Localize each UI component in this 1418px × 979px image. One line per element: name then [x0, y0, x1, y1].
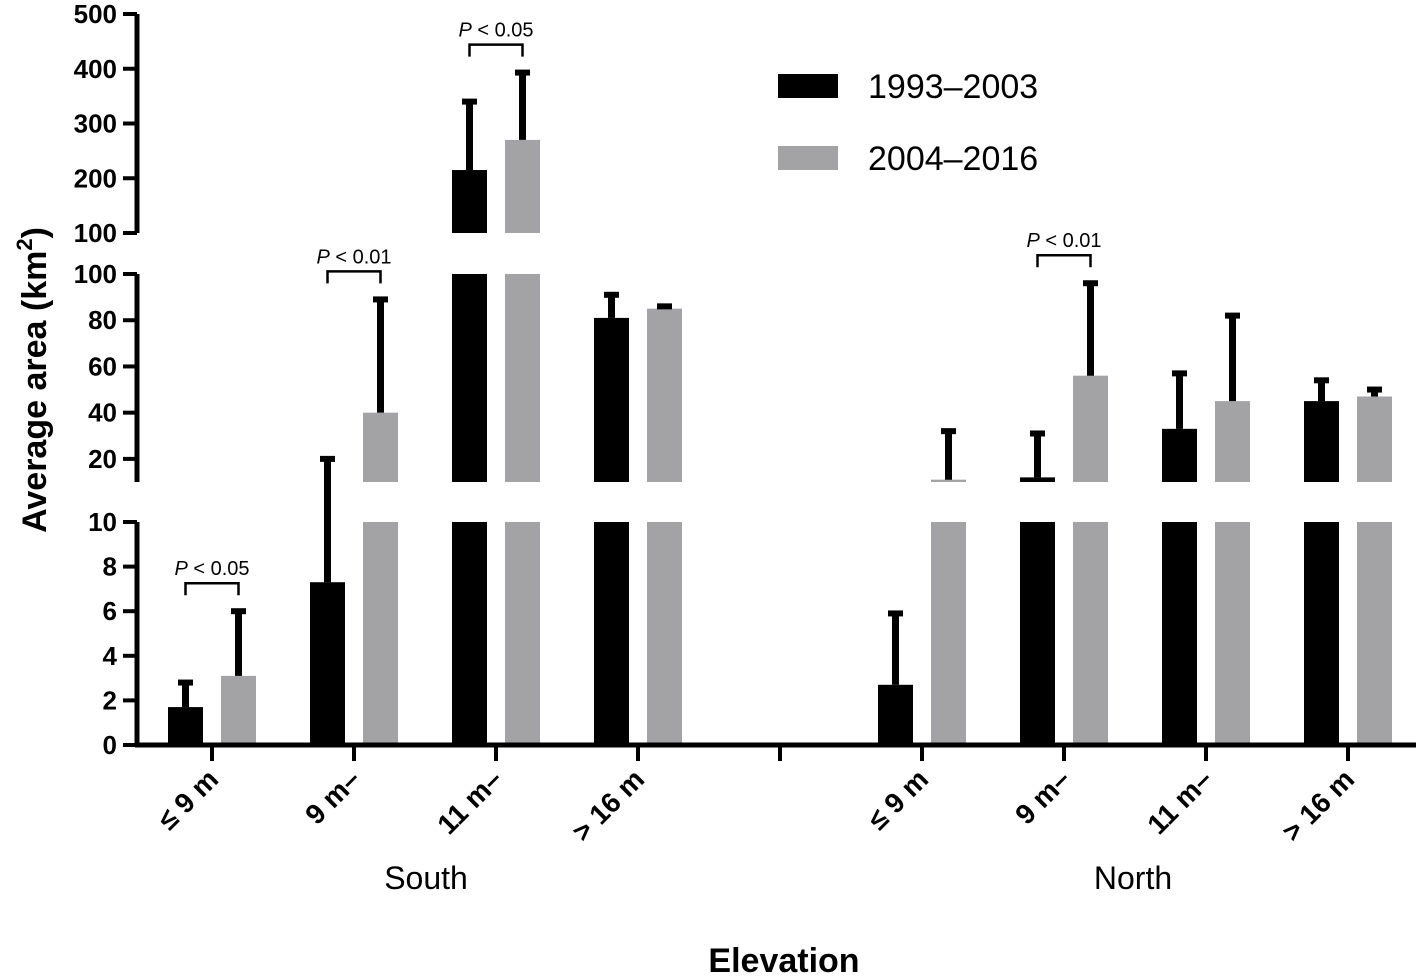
bar-series-2-cat-8-seg-1	[1357, 522, 1392, 745]
bar-series-1-cat-8-seg-2	[1304, 401, 1339, 482]
bar-series-1-cat-6-seg-2	[1020, 477, 1055, 482]
group-label-south: South	[384, 860, 468, 896]
significance-bracket-1	[184, 581, 240, 596]
y-tick-label: 20	[88, 444, 117, 474]
bars-layer	[168, 69, 1392, 745]
bar-series-1-cat-3-seg-2	[452, 274, 487, 482]
x-tick-label: ≤ 9 m	[862, 763, 934, 835]
bar-series-2-cat-1-seg-1	[221, 675, 256, 745]
bar-series-1-cat-6-seg-1	[1020, 522, 1055, 745]
group-label-north: North	[1094, 860, 1172, 896]
y-tick-label: 400	[74, 54, 117, 84]
x-tick-label: > 16 m	[1276, 763, 1360, 847]
bar-series-1-cat-1-seg-1	[168, 707, 203, 745]
significance-label-1: P < 0.05	[174, 558, 249, 580]
legend-label-series-2: 2004–2016	[868, 140, 1038, 178]
x-tick-label: 9 m–	[1009, 763, 1076, 830]
bar-series-2-cat-4-seg-2	[647, 308, 682, 482]
bar-series-1-cat-3-seg-1	[452, 522, 487, 745]
x-tick-label: 11 m–	[1141, 763, 1218, 840]
y-tick-label: 500	[74, 0, 117, 29]
significance-label-2: P < 0.01	[316, 246, 391, 268]
bar-series-2-cat-3-seg-3	[505, 139, 540, 233]
x-axis-title: Elevation	[708, 942, 859, 979]
y-tick-label: 300	[74, 109, 117, 139]
bar-series-2-cat-5-seg-1	[931, 522, 966, 745]
bar-series-1-cat-4-seg-1	[594, 522, 629, 745]
bar-series-2-cat-4-seg-1	[647, 522, 682, 745]
y-tick-label: 8	[103, 552, 117, 582]
bar-series-2-cat-6-seg-2	[1073, 375, 1108, 482]
bar-series-2-cat-5-seg-2	[931, 479, 966, 482]
bar-series-2-cat-7-seg-1	[1215, 522, 1250, 745]
y-tick-label: 60	[88, 351, 117, 381]
y-axis-title: Average area (km2)	[12, 227, 54, 533]
bar-series-1-cat-5-seg-1	[878, 684, 913, 745]
x-tick-label: 11 m–	[431, 763, 508, 840]
bar-series-2-cat-6-seg-1	[1073, 522, 1108, 745]
legend-label-series-1: 1993–2003	[868, 68, 1038, 106]
significance-label-3: P < 0.05	[458, 20, 533, 42]
y-tick-label: 80	[88, 305, 117, 335]
y-tick-label: 100	[74, 218, 117, 248]
x-tick-label: 9 m–	[299, 763, 366, 830]
bar-series-2-cat-7-seg-2	[1215, 401, 1250, 482]
bar-series-2-cat-3-seg-2	[505, 274, 540, 482]
x-tick-label: ≤ 9 m	[152, 763, 224, 835]
y-tick-label: 2	[103, 685, 117, 715]
significance-label-4: P < 0.01	[1026, 230, 1101, 252]
y-axis-title-superscript: 2	[12, 238, 37, 250]
bar-series-1-cat-8-seg-1	[1304, 522, 1339, 745]
bar-series-1-cat-7-seg-2	[1162, 428, 1197, 482]
y-tick-label: 4	[103, 641, 118, 671]
significance-bracket-4	[1036, 253, 1092, 268]
bar-series-1-cat-2-seg-1	[310, 582, 345, 745]
bar-series-1-cat-7-seg-1	[1162, 522, 1197, 745]
bar-series-2-cat-8-seg-2	[1357, 396, 1392, 482]
bar-series-1-cat-3-seg-3	[452, 170, 487, 233]
y-tick-label: 100	[74, 259, 117, 289]
legend-swatch-series-1	[778, 74, 838, 98]
bar-series-2-cat-3-seg-1	[505, 522, 540, 745]
significance-bracket-2	[326, 270, 382, 284]
y-tick-label: 200	[74, 163, 117, 193]
x-tick-label: > 16 m	[566, 763, 650, 847]
axes-layer	[123, 12, 1416, 761]
bar-series-1-cat-4-seg-2	[594, 317, 629, 482]
y-tick-label: 40	[88, 398, 117, 428]
legend-swatch-series-2	[778, 146, 838, 170]
bar-series-2-cat-2-seg-1	[363, 522, 398, 745]
y-axis-title-close: )	[16, 227, 54, 238]
y-tick-label: 10	[88, 507, 117, 537]
y-tick-label: 6	[103, 596, 117, 626]
significance-bracket-3	[468, 43, 524, 57]
y-tick-label: 0	[103, 730, 117, 760]
bar-series-2-cat-2-seg-2	[363, 412, 398, 482]
legend: 1993–2003 2004–2016	[778, 68, 1038, 178]
